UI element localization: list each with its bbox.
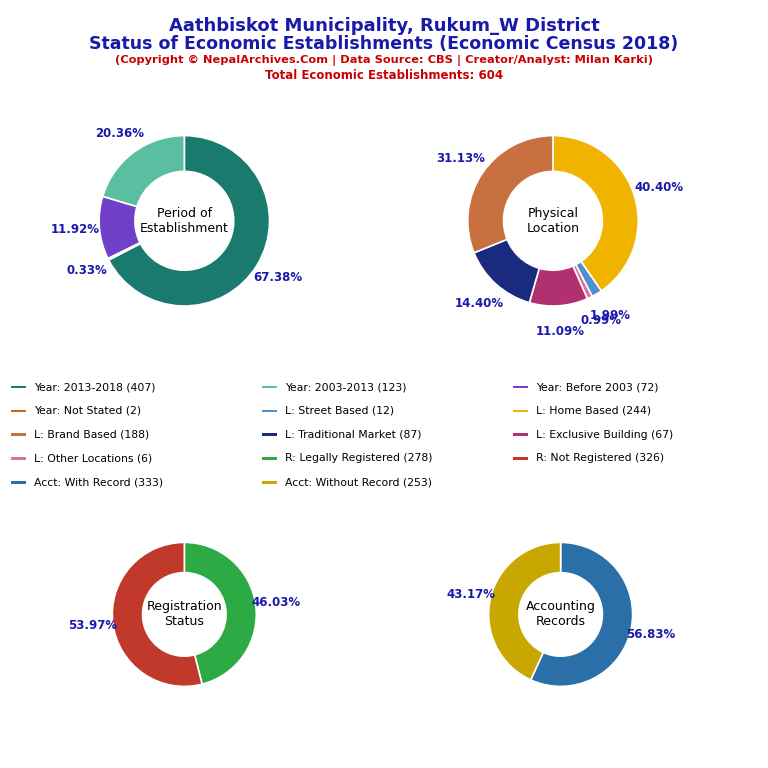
- Text: Aathbiskot Municipality, Rukum_W District: Aathbiskot Municipality, Rukum_W Distric…: [169, 17, 599, 35]
- Bar: [263, 409, 277, 412]
- Bar: [263, 386, 277, 389]
- Wedge shape: [529, 266, 588, 306]
- Text: R: Legally Registered (278): R: Legally Registered (278): [285, 453, 432, 463]
- Wedge shape: [112, 542, 202, 687]
- Text: 20.36%: 20.36%: [94, 127, 144, 140]
- Bar: [263, 457, 277, 460]
- Text: L: Exclusive Building (67): L: Exclusive Building (67): [536, 429, 673, 439]
- Wedge shape: [99, 197, 140, 259]
- Text: R: Not Registered (326): R: Not Registered (326): [536, 453, 664, 463]
- Text: 11.92%: 11.92%: [51, 223, 100, 237]
- Text: L: Traditional Market (87): L: Traditional Market (87): [285, 429, 422, 439]
- Text: Year: 2003-2013 (123): Year: 2003-2013 (123): [285, 382, 406, 392]
- Text: Status of Economic Establishments (Economic Census 2018): Status of Economic Establishments (Econo…: [89, 35, 679, 52]
- Bar: [12, 433, 26, 436]
- Text: 11.09%: 11.09%: [536, 325, 585, 338]
- Text: 14.40%: 14.40%: [454, 296, 503, 310]
- Text: 53.97%: 53.97%: [68, 619, 118, 632]
- Text: 67.38%: 67.38%: [253, 271, 302, 284]
- Text: L: Other Locations (6): L: Other Locations (6): [34, 453, 152, 463]
- Wedge shape: [468, 136, 553, 253]
- Bar: [12, 386, 26, 389]
- Text: Year: Not Stated (2): Year: Not Stated (2): [34, 406, 141, 415]
- Bar: [12, 409, 26, 412]
- Text: Year: 2013-2018 (407): Year: 2013-2018 (407): [34, 382, 156, 392]
- Bar: [513, 457, 528, 460]
- Text: (Copyright © NepalArchives.Com | Data Source: CBS | Creator/Analyst: Milan Karki: (Copyright © NepalArchives.Com | Data So…: [115, 55, 653, 66]
- Wedge shape: [576, 261, 601, 296]
- Text: 31.13%: 31.13%: [437, 152, 485, 165]
- Wedge shape: [573, 265, 592, 299]
- Text: 0.33%: 0.33%: [67, 263, 108, 276]
- Bar: [12, 481, 26, 484]
- Wedge shape: [488, 542, 561, 680]
- Wedge shape: [184, 542, 257, 684]
- Text: Acct: Without Record (253): Acct: Without Record (253): [285, 477, 432, 487]
- Text: 1.99%: 1.99%: [590, 310, 631, 323]
- Wedge shape: [474, 240, 539, 303]
- Wedge shape: [553, 136, 638, 291]
- Text: 46.03%: 46.03%: [251, 597, 300, 610]
- Text: Total Economic Establishments: 604: Total Economic Establishments: 604: [265, 69, 503, 82]
- Wedge shape: [108, 243, 141, 260]
- Text: L: Home Based (244): L: Home Based (244): [536, 406, 651, 415]
- Text: Physical
Location: Physical Location: [526, 207, 580, 235]
- Text: 56.83%: 56.83%: [626, 627, 675, 641]
- Wedge shape: [531, 542, 633, 687]
- Text: Acct: With Record (333): Acct: With Record (333): [34, 477, 163, 487]
- Wedge shape: [109, 136, 270, 306]
- Wedge shape: [103, 136, 184, 207]
- Text: Period of
Establishment: Period of Establishment: [140, 207, 229, 235]
- Bar: [263, 433, 277, 436]
- Bar: [12, 457, 26, 460]
- Text: 40.40%: 40.40%: [634, 181, 684, 194]
- Bar: [513, 386, 528, 389]
- Bar: [513, 409, 528, 412]
- Bar: [513, 433, 528, 436]
- Text: 43.17%: 43.17%: [446, 588, 495, 601]
- Text: Year: Before 2003 (72): Year: Before 2003 (72): [536, 382, 658, 392]
- Bar: [263, 481, 277, 484]
- Text: L: Brand Based (188): L: Brand Based (188): [34, 429, 149, 439]
- Text: 0.99%: 0.99%: [581, 314, 621, 327]
- Text: L: Street Based (12): L: Street Based (12): [285, 406, 394, 415]
- Text: Registration
Status: Registration Status: [147, 601, 222, 628]
- Text: Accounting
Records: Accounting Records: [526, 601, 595, 628]
